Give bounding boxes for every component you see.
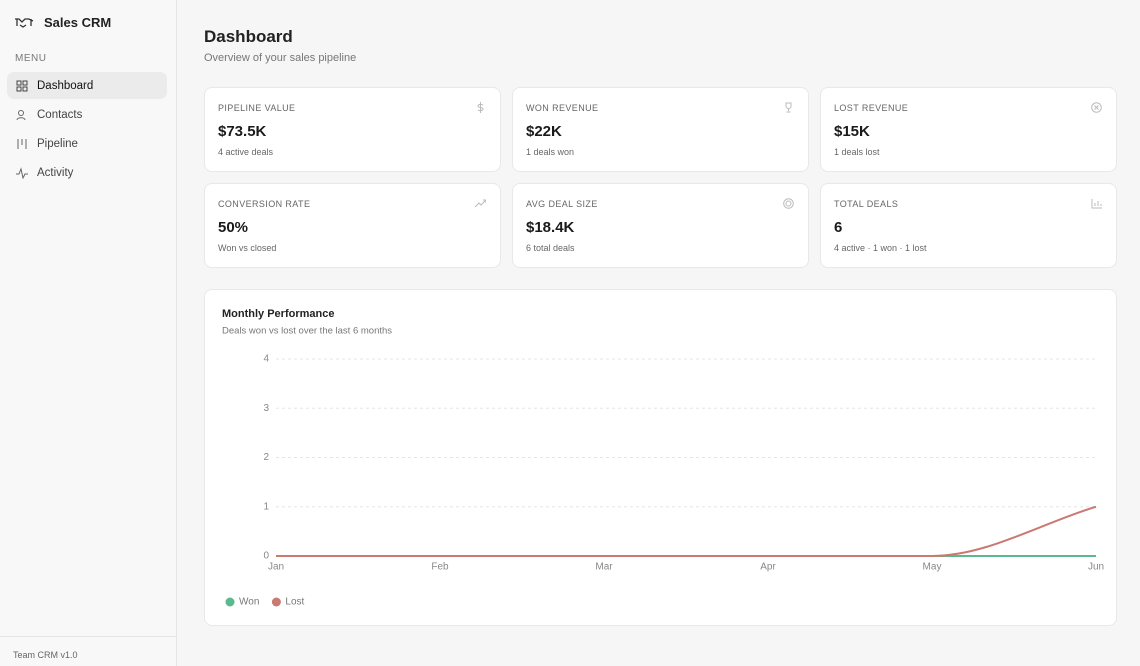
y-tick-label: 3	[263, 403, 269, 414]
card-value: 50%	[218, 219, 249, 236]
legend-swatch	[271, 597, 281, 607]
sidebar: Sales CRM MENU Dashboard Contacts Pipeli…	[0, 0, 177, 666]
card-icon	[1091, 199, 1102, 209]
brand: Sales CRM	[14, 15, 111, 30]
card-note: 4 active deals	[218, 147, 274, 157]
stat-card: TOTAL DEALS 6 4 active · 1 won · 1 lost	[820, 183, 1117, 268]
legend-swatch	[225, 597, 235, 607]
y-tick-label: 0	[263, 551, 269, 562]
nav-label: Activity	[37, 166, 74, 179]
stat-card: CONVERSION RATE 50% Won vs closed	[204, 183, 501, 268]
nav-label: Dashboard	[37, 79, 94, 92]
card-value: $73.5K	[218, 123, 267, 140]
nav-label: Pipeline	[37, 137, 78, 150]
nav-icon	[16, 80, 28, 91]
chart: Monthly Performance Deals won vs lost ov…	[222, 308, 1104, 608]
legend-label: Lost	[285, 597, 304, 608]
x-tick-label: Feb	[431, 562, 449, 573]
chart-card: Monthly Performance Deals won vs lost ov…	[204, 289, 1117, 626]
sidebar-footer: Team CRM v1.0	[0, 636, 176, 666]
brand-name: Sales CRM	[44, 15, 112, 30]
y-tick-label: 4	[263, 354, 269, 365]
x-tick-label: Jun	[1088, 562, 1104, 573]
card-note: 6 total deals	[526, 243, 575, 253]
chart-title: Monthly Performance	[222, 308, 334, 320]
nav-item[interactable]: Contacts	[7, 101, 167, 128]
series-line	[276, 505, 1097, 558]
x-tick-label: Apr	[760, 562, 776, 573]
x-tick-label: May	[923, 562, 942, 573]
card-label: PIPELINE VALUE	[218, 103, 296, 113]
x-tick-label: Jan	[268, 562, 284, 573]
nav-item[interactable]: Dashboard	[7, 72, 167, 99]
card-icon	[477, 102, 484, 113]
legend-label: Won	[239, 597, 259, 608]
stat-card: PIPELINE VALUE $73.5K 4 active deals	[204, 87, 501, 172]
chart-subtitle: Deals won vs lost over the last 6 months	[222, 326, 392, 337]
page-title: Dashboard	[204, 27, 293, 46]
stat-card: LOST REVENUE $15K 1 deals lost	[820, 87, 1117, 172]
card-note: 1 deals won	[526, 147, 575, 157]
card-label: AVG DEAL SIZE	[526, 199, 598, 209]
card-icon	[1091, 102, 1102, 113]
card-value: 6	[834, 219, 843, 236]
nav-icon	[17, 138, 27, 149]
nav-icon	[16, 109, 26, 120]
card-value: $15K	[834, 123, 870, 140]
stat-card: AVG DEAL SIZE $18.4K 6 total deals	[512, 183, 809, 268]
nav-item[interactable]: Activity	[7, 159, 167, 186]
y-tick-label: 1	[263, 501, 269, 512]
x-tick-label: Mar	[595, 562, 613, 573]
card-label: CONVERSION RATE	[218, 199, 311, 209]
brand-icon	[15, 17, 34, 28]
nav-icon	[16, 166, 28, 179]
stat-card: WON REVENUE $22K 1 deals won	[512, 87, 809, 172]
nav: Dashboard Contacts Pipeline Activity	[7, 72, 167, 188]
card-note: 1 deals lost	[834, 147, 880, 157]
nav-label: Contacts	[37, 108, 83, 121]
card-icon	[475, 199, 486, 208]
nav-item[interactable]: Pipeline	[7, 130, 167, 157]
card-icon	[783, 198, 794, 209]
menu-label: MENU	[15, 53, 47, 64]
card-icon	[785, 102, 792, 113]
page-subtitle: Overview of your sales pipeline	[204, 52, 357, 64]
card-note: 4 active · 1 won · 1 lost	[834, 243, 927, 253]
card-label: WON REVENUE	[526, 103, 599, 113]
card-label: LOST REVENUE	[834, 103, 909, 113]
card-value: $18.4K	[526, 219, 575, 236]
y-tick-label: 2	[263, 452, 269, 463]
card-label: TOTAL DEALS	[834, 199, 899, 209]
card-value: $22K	[526, 123, 562, 140]
card-note: Won vs closed	[218, 243, 277, 253]
